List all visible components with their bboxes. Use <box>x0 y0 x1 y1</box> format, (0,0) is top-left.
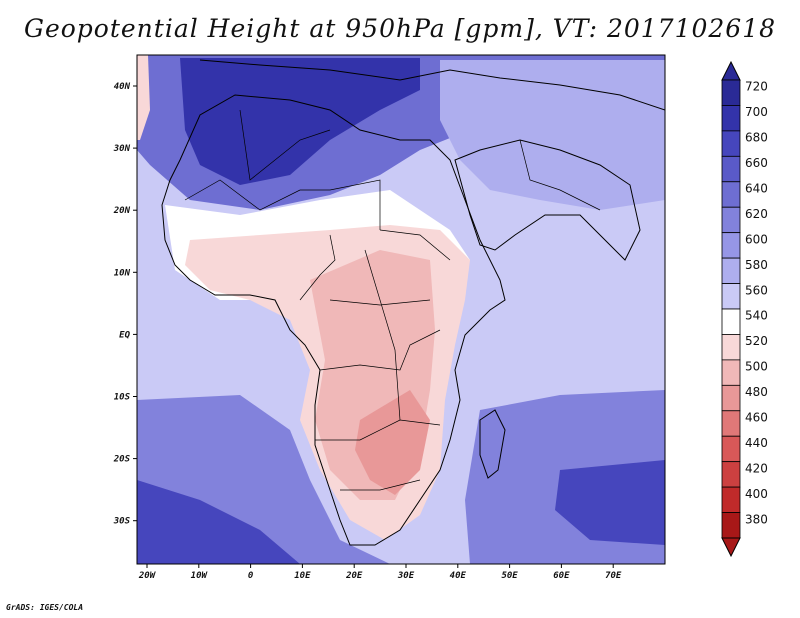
lon-tick-label: 40E <box>450 571 467 581</box>
lon-tick-label: 0 <box>248 571 254 581</box>
atlantic-edge-field <box>137 55 150 140</box>
south-west-core-field <box>137 480 300 564</box>
colorbar-label: 700 <box>745 105 768 119</box>
colorbar-label: 380 <box>745 512 768 526</box>
lon-tick-label: 20E <box>345 571 363 581</box>
colorbar-label: 580 <box>745 258 768 272</box>
lon-tick-label: 60E <box>553 571 570 581</box>
south-east-core-field <box>555 460 665 545</box>
lat-tick-label: 40N <box>114 82 131 92</box>
colorbar-label: 440 <box>745 436 768 450</box>
arabia-field <box>440 60 665 210</box>
arabia-coastline <box>454 139 641 261</box>
lat-tick-label: 20N <box>113 206 131 216</box>
colorbar-swatch <box>721 105 741 132</box>
lon-tick-label: 50E <box>501 571 518 581</box>
africa-coastline <box>161 94 506 546</box>
africa-core-field <box>355 390 430 495</box>
grads-credit: GrADS: IGES/COLA <box>6 603 84 612</box>
border-segment <box>184 179 381 230</box>
colorbar-swatch <box>721 435 741 463</box>
colorbar-swatch <box>721 155 741 183</box>
lon-tick-label: 20W <box>138 571 157 581</box>
colorbar-label: 420 <box>745 461 768 475</box>
colorbar-label: 460 <box>745 411 768 425</box>
colorbar-label: 540 <box>745 309 768 323</box>
border-segment <box>519 139 601 211</box>
coastlines <box>161 59 665 546</box>
lon-tick-label: 10W <box>191 571 209 581</box>
colorbar-label: 480 <box>745 385 768 399</box>
north-core-field <box>180 58 420 185</box>
colorbar-bottom-arrow <box>721 537 741 558</box>
colorbar-label: 620 <box>745 207 768 221</box>
border-segment <box>319 329 441 371</box>
border-segment <box>299 234 336 301</box>
colorbar-swatch <box>721 384 741 412</box>
lon-tick-label: 70E <box>605 571 622 581</box>
country-borders <box>184 109 601 491</box>
colorbar-label: 640 <box>745 182 768 196</box>
colorbar-swatch <box>721 79 741 106</box>
colorbar-label: 680 <box>745 131 768 145</box>
colorbar-swatch <box>721 130 741 157</box>
border-segment <box>340 479 421 491</box>
lat-tick-label: EQ <box>119 330 130 340</box>
chart-title: Geopotential Height at 950hPa [gpm], VT:… <box>23 14 777 43</box>
lat-tick-label: 30S <box>113 517 131 527</box>
border-segment <box>239 109 331 181</box>
lon-tick-label: 10E <box>294 571 311 581</box>
colorbar-swatch <box>721 232 741 259</box>
lon-tick-label: 30E <box>397 571 415 581</box>
map-plot-area <box>137 55 665 564</box>
colorbar-swatch <box>721 283 741 310</box>
colorbar-swatch <box>721 486 741 513</box>
colorbar-label: 520 <box>745 334 768 348</box>
colorbar-label: 660 <box>745 156 768 170</box>
lat-tick-label: 10N <box>114 268 131 278</box>
lat-tick-label: 10S <box>114 393 131 403</box>
colorbar-label: 400 <box>745 487 768 501</box>
colorbar-swatch <box>721 308 741 335</box>
madagascar-coastline <box>479 409 506 479</box>
colorbar-swatch <box>721 410 741 437</box>
border-segment <box>329 299 431 306</box>
colorbar-label: 560 <box>745 283 768 297</box>
colorbar-swatch <box>721 512 741 539</box>
map-frame <box>136 54 666 565</box>
lat-tick-label: 20S <box>113 455 131 465</box>
border-segment <box>379 229 451 261</box>
border-segment <box>315 419 441 441</box>
colorbar-swatch <box>721 206 741 234</box>
colorbar: 720 700 680 660 640 620 600 580 560 540 520 500 480 4… <box>721 60 768 558</box>
colorbar-swatch <box>721 257 741 284</box>
latitude-axis: 40N 30N 20N 10N EQ 10S 20S 30S <box>113 82 137 527</box>
colorbar-swatch <box>721 359 741 386</box>
colorbar-swatch <box>721 181 741 208</box>
border-segment <box>364 249 401 421</box>
colorbar-label: 600 <box>745 232 768 246</box>
europe-coastline <box>199 59 665 111</box>
colorbar-top-arrow <box>721 60 741 81</box>
lat-tick-label: 30N <box>113 144 131 154</box>
colorbar-swatch <box>721 334 741 361</box>
colorbar-label: 500 <box>745 360 768 374</box>
longitude-axis: 20W 10W 0 10E 20E 30E 40E 50E 60E 70E <box>138 564 622 581</box>
colorbar-swatch <box>721 461 741 488</box>
colorbar-label: 720 <box>745 80 768 94</box>
